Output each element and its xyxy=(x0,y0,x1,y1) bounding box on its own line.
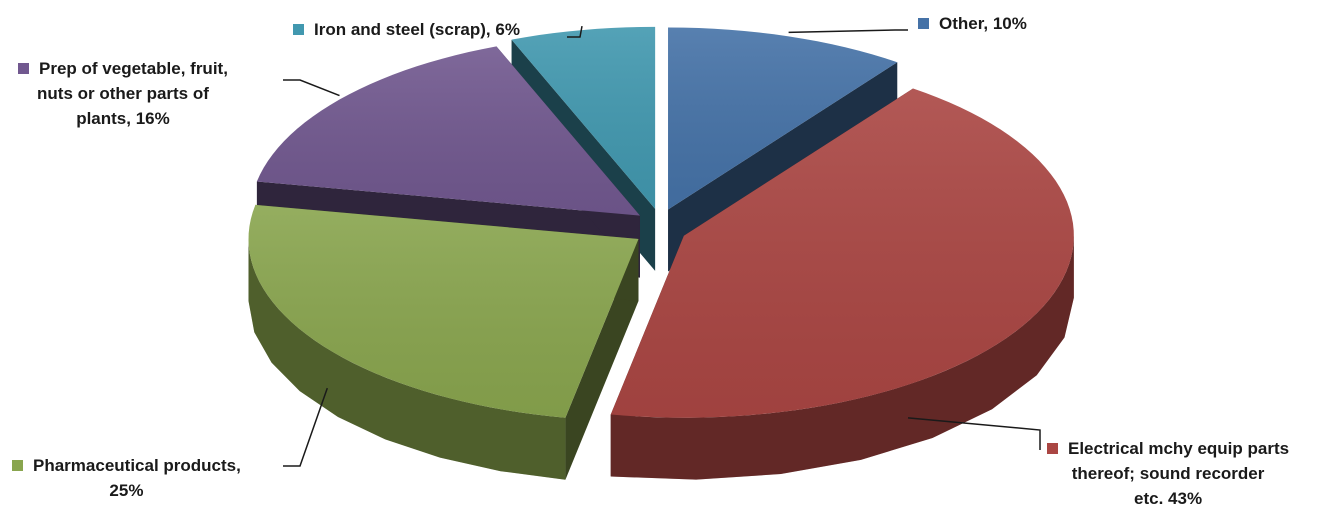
swatch-other xyxy=(918,18,929,29)
leader-line-iron-steel xyxy=(567,25,583,38)
leader-line-other xyxy=(788,29,908,34)
slice-label-electrical: Electrical mchy equip parts thereof; sou… xyxy=(1047,436,1289,511)
swatch-iron-steel xyxy=(293,24,304,35)
slice-label-iron-steel: Iron and steel (scrap), 6% xyxy=(293,17,520,42)
slice-prep-vegetable xyxy=(256,46,640,278)
slice-pharmaceutical xyxy=(248,204,639,480)
slice-label-pharmaceutical: Pharmaceutical products, 25% xyxy=(12,453,241,503)
slice-electrical xyxy=(610,88,1074,480)
slice-label-other: Other, 10% xyxy=(918,11,1027,36)
swatch-pharmaceutical xyxy=(12,460,23,471)
pie-slices xyxy=(248,26,1074,480)
leader-line-pharmaceutical xyxy=(283,387,329,467)
slice-label-prep-vegetable: Prep of vegetable, fruit, nuts or other … xyxy=(18,56,228,131)
leader-line-electrical xyxy=(907,417,1041,450)
leader-lines xyxy=(283,25,1041,467)
swatch-prep-vegetable xyxy=(18,63,29,74)
swatch-electrical xyxy=(1047,443,1058,454)
leader-line-prep-vegetable xyxy=(283,79,340,97)
